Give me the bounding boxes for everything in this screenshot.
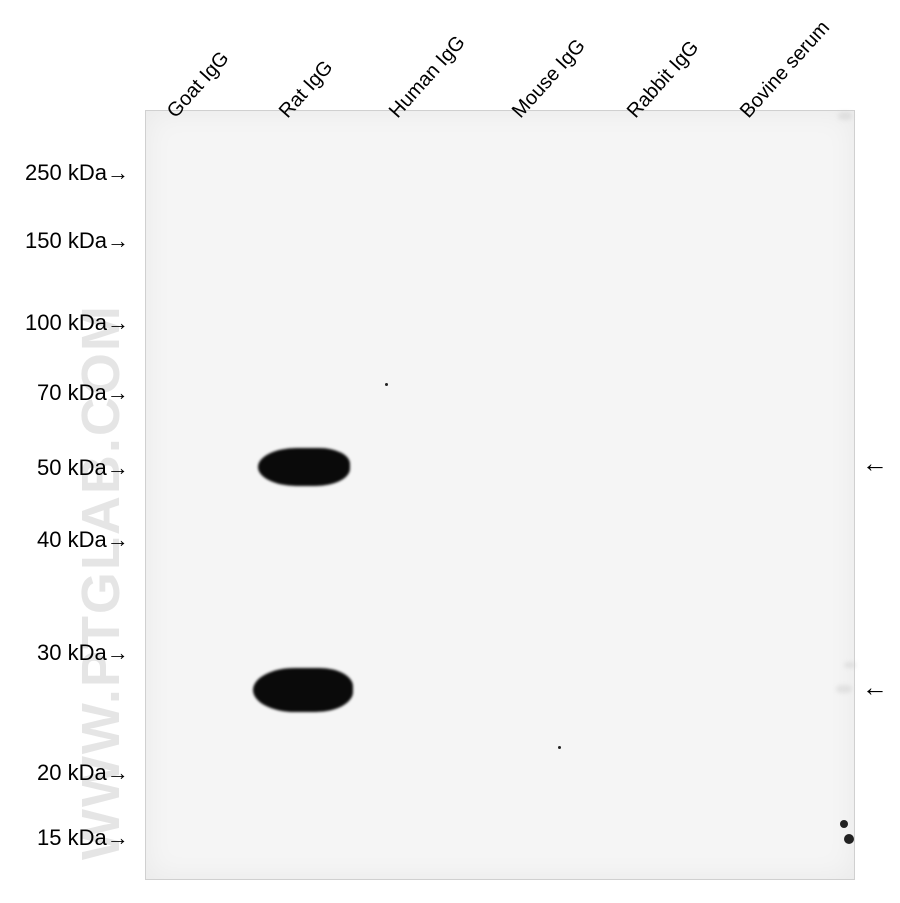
mw-label-40: 40 kDa→ bbox=[37, 527, 129, 553]
arrow-indicator-lower: → bbox=[862, 672, 888, 703]
artifact-smudge bbox=[836, 685, 852, 693]
lane-label-bovine: Bovine serum bbox=[736, 17, 835, 123]
arrow-indicator-upper: → bbox=[862, 448, 888, 479]
artifact-dot bbox=[840, 820, 848, 828]
mw-label-100: 100 kDa→ bbox=[25, 310, 129, 336]
band-rat-heavy-chain bbox=[258, 448, 350, 486]
artifact-smudge bbox=[838, 112, 852, 120]
artifact-dot bbox=[558, 746, 561, 749]
artifact-dot bbox=[385, 383, 388, 386]
mw-label-50: 50 kDa→ bbox=[37, 455, 129, 481]
mw-label-150: 150 kDa→ bbox=[25, 228, 129, 254]
artifact-smudge bbox=[844, 662, 856, 668]
mw-label-30: 30 kDa→ bbox=[37, 640, 129, 666]
artifact-dot bbox=[844, 834, 854, 844]
mw-label-15: 15 kDa→ bbox=[37, 825, 129, 851]
band-rat-light-chain bbox=[253, 668, 353, 712]
mw-label-70: 70 kDa→ bbox=[37, 380, 129, 406]
blot-membrane bbox=[145, 110, 855, 880]
mw-label-250: 250 kDa→ bbox=[25, 160, 129, 186]
mw-label-20: 20 kDa→ bbox=[37, 760, 129, 786]
